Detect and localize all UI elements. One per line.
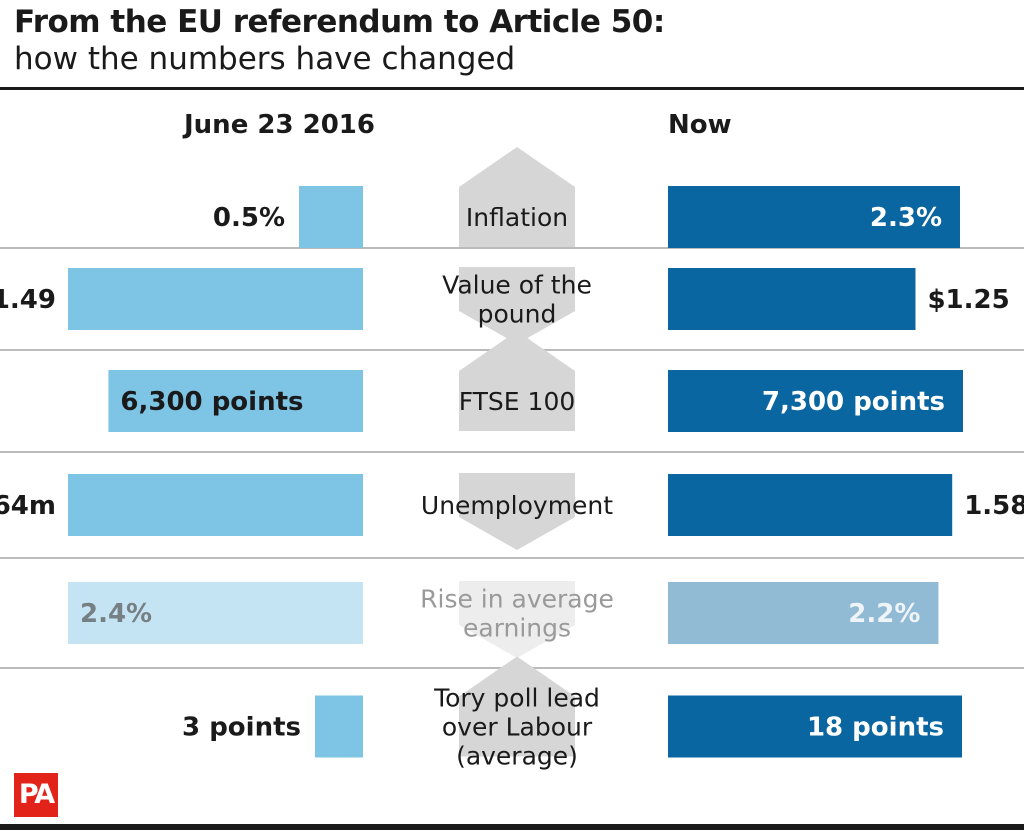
metric-label: Tory poll lead [433,684,600,713]
label-then: 1.64m [0,491,56,521]
bar-then [108,370,364,432]
label-now: 18 points [807,713,944,743]
bar-now [668,268,916,330]
direction-arrow-up [459,147,575,247]
label-then: 3 points [182,713,301,743]
top-rule [0,87,1024,90]
label-now: 2.2% [848,599,920,629]
metric-label: Inflation [466,203,568,232]
label-now: 2.3% [870,203,942,233]
pa-logo: PA [14,773,58,817]
label-now: $1.25 [927,285,1009,315]
direction-arrow-up [459,331,575,431]
bar-then [68,582,363,644]
column-header-now: Now [668,110,732,140]
bar-then [315,695,363,758]
label-now: 1.58m [964,491,1024,521]
bar-now [668,474,953,536]
bar-then [299,186,363,248]
direction-arrow-up [459,656,575,757]
label-then: 2.4% [80,599,152,629]
label-then: 0.5% [213,203,285,233]
label-then: 6,300 points [120,387,303,417]
metric-label: FTSE 100 [459,387,576,416]
metric-label: (average) [456,742,578,771]
bar-now [668,582,939,644]
bottom-rule [0,824,1024,830]
metric-label: Rise in average [420,585,614,614]
chart-title: From the EU referendum to Article 50: [14,4,665,40]
bar-now [668,186,960,248]
metric-label: pound [478,300,557,329]
direction-arrow-down [459,473,575,550]
bar-now [668,370,963,432]
direction-arrow-down [459,267,575,344]
direction-arrow-down [459,581,575,658]
label-now: 7,300 points [762,387,945,417]
title-block: From the EU referendum to Article 50: ho… [14,4,665,78]
bar-then [68,474,363,536]
chart-subtitle: how the numbers have changed [14,41,516,77]
metric-label: Unemployment [421,491,613,520]
label-then: $1.49 [0,285,56,315]
bar-now [668,695,962,758]
metric-label: earnings [463,614,571,643]
metric-label: Value of the [442,271,592,300]
column-header-then: June 23 2016 [184,110,375,140]
metric-label: over Labour [442,713,593,742]
bar-then [68,268,363,330]
